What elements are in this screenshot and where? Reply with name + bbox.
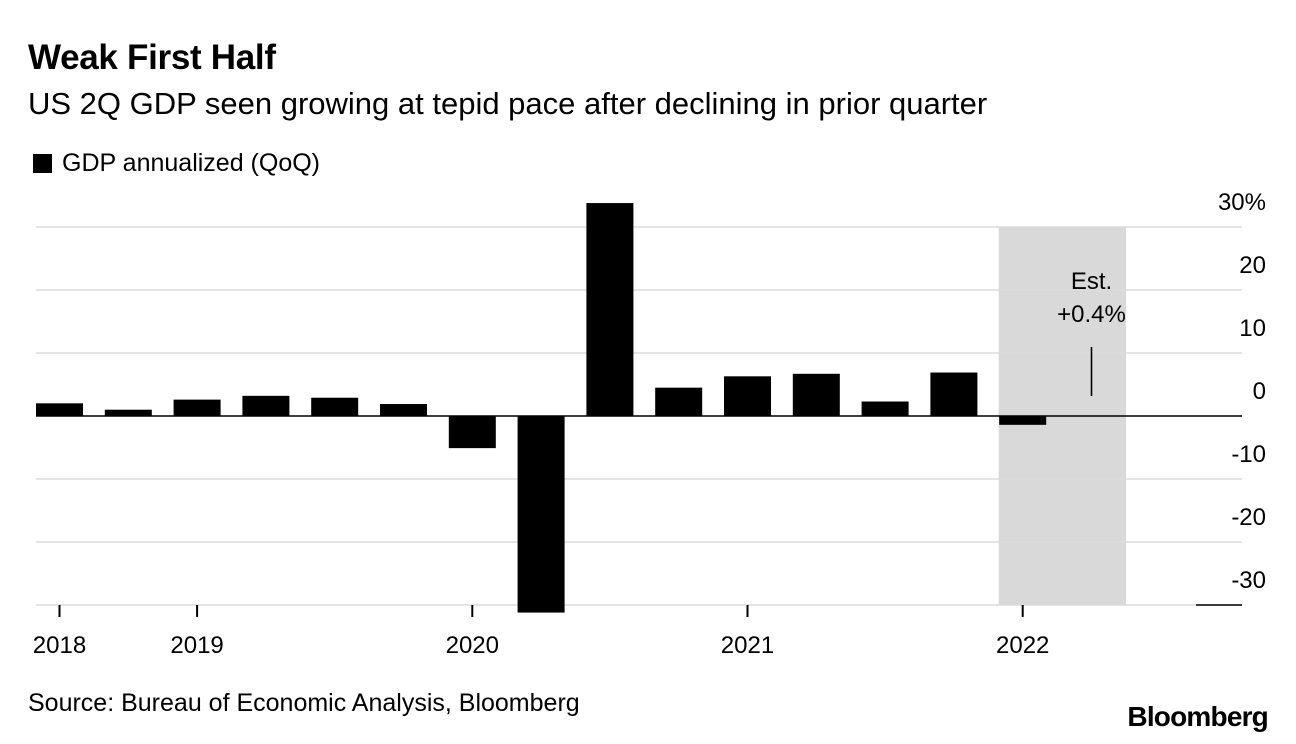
legend-label: GDP annualized (QoQ) <box>62 149 320 177</box>
bar-2018-q3 <box>173 399 221 416</box>
y-tick-label: 10 <box>1239 315 1266 342</box>
annotation-layer: Est. +0.4% <box>1057 268 1126 396</box>
x-tick-label-2019: 2019 <box>170 632 223 659</box>
y-tick-label: -10 <box>1231 441 1266 468</box>
y-tick-label: 20 <box>1239 252 1266 279</box>
y-tick-label: 0 <box>1253 378 1266 405</box>
legend-swatch <box>33 154 52 173</box>
x-tick-label-2022: 2022 <box>996 632 1049 659</box>
grid-layer <box>36 226 1242 606</box>
bar-2019-q4 <box>517 416 565 613</box>
bar-2021-q1 <box>861 401 909 416</box>
bar-2019-q3 <box>448 416 496 449</box>
chart-title: Weak First Half <box>28 38 276 77</box>
bar-2019-q1 <box>311 397 359 416</box>
bar-2019-q2 <box>380 404 427 416</box>
bar-layer <box>36 203 1047 613</box>
x-tick-label-2020: 2020 <box>446 632 499 659</box>
x-tick-label-2021: 2021 <box>721 632 774 659</box>
bar-2020-q1 <box>586 203 634 416</box>
bar-2018-q2 <box>104 409 152 416</box>
source-note: Source: Bureau of Economic Analysis, Blo… <box>28 689 580 717</box>
bloomberg-logo: Bloomberg <box>1127 701 1268 732</box>
chart-subtitle: US 2Q GDP seen growing at tepid pace aft… <box>28 86 988 121</box>
y-tick-label: 30% <box>1218 189 1266 216</box>
bar-2020-q4 <box>792 373 840 416</box>
bar-2018-q1 <box>36 403 83 416</box>
axis-layer: 30% 20 10 0 -10 -20 -30 2018 2019 2020 2021 2022 <box>33 189 1266 659</box>
annotation-est-label: Est. <box>1071 268 1112 295</box>
y-tick-label: -30 <box>1231 567 1266 594</box>
bar-2020-q2 <box>655 387 703 416</box>
bar-2021-q2 <box>930 372 978 416</box>
bar-2021-q3 <box>999 416 1047 425</box>
x-tick-label-2018: 2018 <box>33 632 86 659</box>
annotation-value-label: +0.4% <box>1057 301 1126 328</box>
bar-2018-q4 <box>242 395 290 416</box>
y-tick-label: -20 <box>1231 504 1266 531</box>
legend: GDP annualized (QoQ) <box>33 149 320 178</box>
bar-2020-q3 <box>724 376 771 416</box>
